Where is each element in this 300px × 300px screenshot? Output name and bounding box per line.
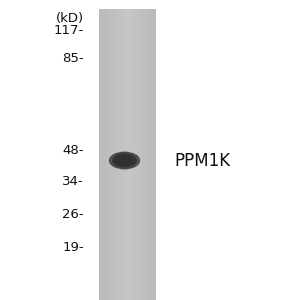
Ellipse shape xyxy=(122,159,128,162)
Text: 48-: 48- xyxy=(62,143,84,157)
Text: 19-: 19- xyxy=(62,241,84,254)
Text: PPM1K: PPM1K xyxy=(174,152,230,169)
Ellipse shape xyxy=(110,152,140,169)
Text: 34-: 34- xyxy=(62,175,84,188)
Ellipse shape xyxy=(116,155,134,165)
Text: (kD): (kD) xyxy=(56,12,84,25)
Text: 117-: 117- xyxy=(54,23,84,37)
Ellipse shape xyxy=(118,157,130,164)
Text: 26-: 26- xyxy=(62,208,84,221)
Text: 85-: 85- xyxy=(62,52,84,65)
Ellipse shape xyxy=(112,154,136,167)
